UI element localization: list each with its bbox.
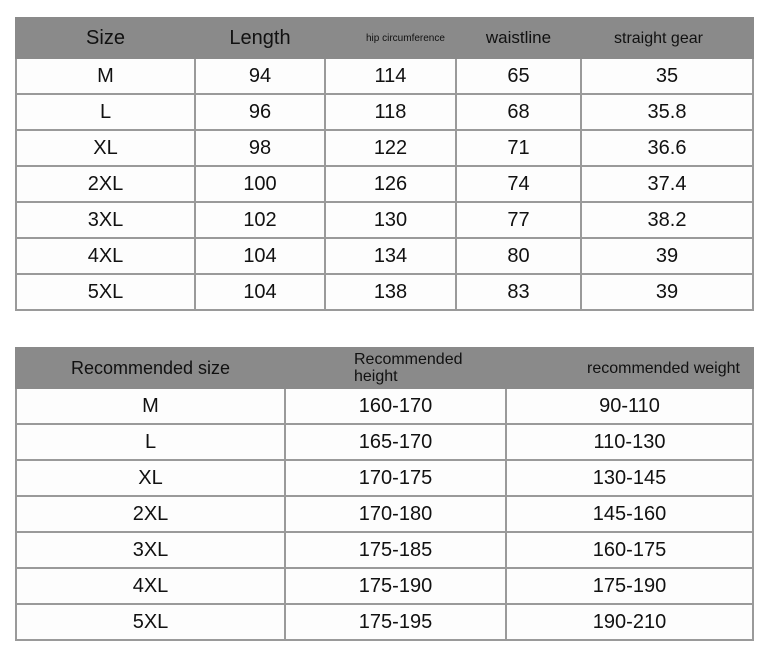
table-cell: 102 (194, 201, 326, 239)
table-cell: 175-185 (284, 531, 507, 569)
table-cell: 68 (455, 93, 582, 131)
table-cell: 190-210 (505, 603, 754, 641)
recommendation-table: Recommended size Recommended height reco… (15, 347, 754, 641)
table-cell: 83 (455, 273, 582, 311)
table-cell: 5XL (15, 273, 196, 311)
table-row: 3XL 102 130 77 38.2 (15, 201, 754, 239)
table-cell: 175-190 (505, 567, 754, 605)
table-cell: 170-180 (284, 495, 507, 533)
table-cell: 80 (455, 237, 582, 275)
table-cell: 39 (580, 237, 754, 275)
table-cell: 36.6 (580, 129, 754, 167)
header-recommended-height: Recommended height (284, 347, 507, 389)
table-cell: 65 (455, 57, 582, 95)
table-cell: 5XL (15, 603, 286, 641)
table-cell: 37.4 (580, 165, 754, 203)
table-cell: 104 (194, 273, 326, 311)
table-row: 4XL 104 134 80 39 (15, 237, 754, 275)
table-cell: 114 (324, 57, 457, 95)
table-cell: 122 (324, 129, 457, 167)
table-cell: 145-160 (505, 495, 754, 533)
table-cell: M (15, 57, 196, 95)
table-row: M 94 114 65 35 (15, 57, 754, 95)
table-row: 3XL 175-185 160-175 (15, 531, 754, 569)
table-row: XL 170-175 130-145 (15, 459, 754, 497)
size-table: Size Length hip circumference waistline … (15, 17, 754, 311)
table-cell: 134 (324, 237, 457, 275)
table-row: 2XL 100 126 74 37.4 (15, 165, 754, 203)
table-cell: 4XL (15, 237, 196, 275)
table-cell: 100 (194, 165, 326, 203)
size-table-header: Size Length hip circumference waistline … (15, 17, 754, 59)
table-cell: 160-175 (505, 531, 754, 569)
table-cell: 71 (455, 129, 582, 167)
table-cell: 74 (455, 165, 582, 203)
header-recommended-size: Recommended size (15, 347, 286, 389)
table-row: 4XL 175-190 175-190 (15, 567, 754, 605)
header-hip: hip circumference (324, 17, 457, 59)
table-row: M 160-170 90-110 (15, 387, 754, 425)
table-cell: 90-110 (505, 387, 754, 425)
table-cell: XL (15, 459, 286, 497)
header-size: Size (15, 17, 196, 59)
table-cell: 98 (194, 129, 326, 167)
table-cell: 2XL (15, 495, 286, 533)
table-cell: 77 (455, 201, 582, 239)
table-cell: L (15, 423, 286, 461)
header-waistline: waistline (455, 17, 582, 59)
table-cell: 3XL (15, 201, 196, 239)
table-cell: 138 (324, 273, 457, 311)
table-row: XL 98 122 71 36.6 (15, 129, 754, 167)
table-cell: 94 (194, 57, 326, 95)
table-row: 5XL 175-195 190-210 (15, 603, 754, 641)
table-cell: 35 (580, 57, 754, 95)
table-cell: 175-190 (284, 567, 507, 605)
table-row: 2XL 170-180 145-160 (15, 495, 754, 533)
table-cell: 170-175 (284, 459, 507, 497)
table-cell: 4XL (15, 567, 286, 605)
table-cell: 35.8 (580, 93, 754, 131)
header-recommended-weight: recommended weight (505, 347, 754, 389)
table-row: 5XL 104 138 83 39 (15, 273, 754, 311)
table-row: L 96 118 68 35.8 (15, 93, 754, 131)
table-cell: 130 (324, 201, 457, 239)
table-cell: 104 (194, 237, 326, 275)
table-cell: L (15, 93, 196, 131)
header-straight-gear: straight gear (580, 17, 754, 59)
header-length: Length (194, 17, 326, 59)
table-cell: 3XL (15, 531, 286, 569)
table-cell: 126 (324, 165, 457, 203)
table-cell: 175-195 (284, 603, 507, 641)
table-cell: 110-130 (505, 423, 754, 461)
table-cell: 130-145 (505, 459, 754, 497)
table-cell: XL (15, 129, 196, 167)
table-cell: 38.2 (580, 201, 754, 239)
table-cell: 96 (194, 93, 326, 131)
table-cell: 160-170 (284, 387, 507, 425)
table-cell: 118 (324, 93, 457, 131)
table-cell: 39 (580, 273, 754, 311)
table-cell: 2XL (15, 165, 196, 203)
table-cell: 165-170 (284, 423, 507, 461)
table-cell: M (15, 387, 286, 425)
table-row: L 165-170 110-130 (15, 423, 754, 461)
recommendation-table-header: Recommended size Recommended height reco… (15, 347, 754, 389)
